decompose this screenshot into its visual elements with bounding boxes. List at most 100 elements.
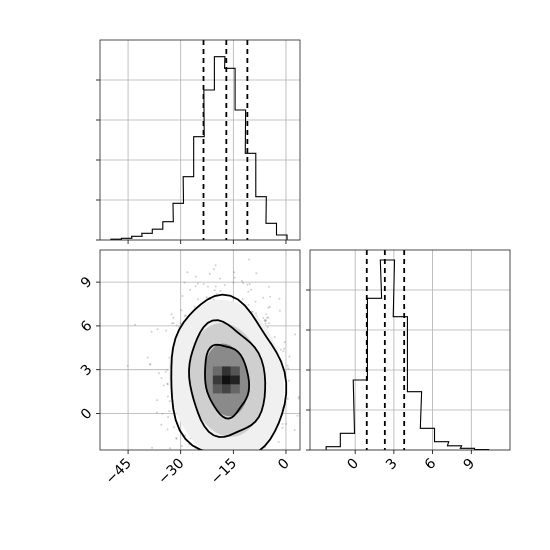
density-sample-point — [297, 397, 300, 400]
density-sample-point — [170, 313, 173, 316]
density-contour-inner — [204, 343, 251, 420]
density-sample-point — [148, 363, 151, 366]
density-sample-point — [215, 293, 218, 296]
density-sample-point — [172, 322, 175, 325]
density-sample-point — [166, 395, 169, 398]
density-sample-point — [168, 410, 171, 413]
density-sample-point — [167, 416, 170, 419]
density-sample-point — [269, 295, 272, 298]
density-sample-point — [180, 309, 183, 312]
density-sample-point — [266, 316, 269, 319]
density-sample-point — [206, 285, 209, 288]
density-sample-point — [278, 309, 281, 312]
density-sample-point — [166, 382, 169, 385]
density-sample-point — [229, 480, 231, 482]
density-sample-point — [296, 414, 299, 417]
density-sample-point — [213, 289, 216, 292]
density-sample-point — [214, 264, 217, 267]
density-sample-point — [287, 379, 290, 382]
density-sample-point — [196, 298, 199, 301]
density-sample-point — [220, 498, 222, 500]
density-sample-point — [232, 281, 235, 284]
density-sample-point — [235, 483, 237, 485]
density-sample-point — [217, 488, 219, 490]
histogram-x-panel — [96, 39, 301, 244]
density-sample-point — [210, 547, 212, 549]
density-sample-point — [294, 333, 297, 336]
histogram-x-ticks — [96, 79, 287, 244]
density-sample-point — [126, 364, 129, 367]
density-ytick-label: 3 — [78, 362, 96, 380]
density-sample-point — [162, 384, 165, 387]
density-sample-point — [251, 457, 253, 459]
density-sample-point — [196, 282, 199, 285]
histogram-y-frame — [309, 249, 511, 451]
density-sample-point — [254, 300, 257, 303]
density-sample-point — [254, 486, 256, 488]
density-sample-point — [184, 314, 187, 317]
density-sample-point — [239, 458, 241, 460]
density-sample-point — [214, 285, 217, 288]
density-sample-point — [198, 519, 200, 521]
density-sample-point — [192, 450, 194, 452]
density-sample-point — [156, 328, 159, 331]
density-sample-point — [287, 367, 290, 370]
density-sample-point — [242, 282, 245, 284]
density-sample-point — [184, 434, 187, 437]
density-sample-point — [268, 322, 271, 325]
density-sample-point — [264, 319, 267, 321]
density-sample-point — [262, 296, 265, 299]
density-sample-point — [196, 468, 198, 470]
density-sample-point — [283, 347, 286, 350]
density-sample-point — [268, 305, 271, 308]
density-sample-point — [223, 284, 226, 286]
density-sample-point — [175, 437, 178, 440]
density-sample-point — [160, 377, 163, 380]
density-sample-point — [215, 489, 217, 491]
density-sample-point — [233, 276, 236, 279]
density-sample-point — [161, 412, 164, 415]
density-contour-middle — [188, 319, 267, 438]
density-sample-point — [247, 258, 250, 261]
density-sample-point — [202, 464, 204, 466]
density-sample-point — [263, 319, 266, 322]
density-sample-point — [262, 316, 265, 319]
density-sample-point — [164, 370, 167, 373]
density-contours — [170, 293, 288, 450]
density-sample-point — [297, 468, 299, 470]
density-sample-point — [244, 456, 246, 458]
histogram-y-xtick-label: 9 — [460, 456, 478, 474]
density-core-cell — [230, 375, 240, 385]
density-sample-point — [255, 456, 257, 458]
histogram-y-quantiles — [365, 250, 406, 450]
density-sample-point — [150, 330, 153, 333]
density-sample-point — [166, 368, 169, 371]
density-sample-point — [277, 441, 280, 444]
density-sample-point — [248, 452, 250, 454]
density-sample-point — [283, 341, 286, 344]
density-sample-point — [168, 400, 171, 403]
density-sample-point — [213, 510, 215, 512]
density-sample-point — [219, 290, 222, 292]
density-core-cell — [212, 366, 222, 376]
density-sample-point — [263, 320, 266, 323]
density-sample-point — [249, 451, 251, 453]
density-sample-point — [205, 296, 208, 299]
density-sample-point — [155, 411, 158, 414]
density-sample-point — [288, 454, 290, 456]
density-sample-point — [249, 468, 251, 470]
density-sample-point — [248, 457, 250, 459]
density-sample-point — [285, 423, 288, 425]
density-sample-point — [156, 399, 159, 402]
density-xtick-label: −30 — [155, 456, 187, 488]
density-sample-point — [172, 426, 175, 429]
density-sample-point — [250, 288, 253, 291]
density-sample-point — [286, 397, 289, 400]
density-sample-point — [209, 467, 211, 469]
density-sample-point — [172, 316, 175, 319]
density-sample-point — [227, 481, 229, 483]
density-sample-point — [255, 272, 258, 275]
density-sample-point — [247, 303, 250, 306]
density-sample-point — [234, 452, 236, 454]
